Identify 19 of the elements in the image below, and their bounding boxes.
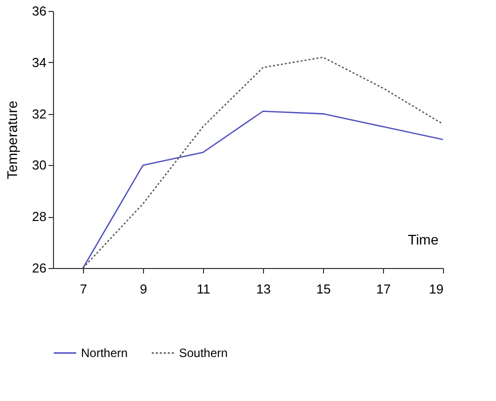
x-tick-label: 11 — [196, 282, 210, 296]
x-tick-label: 13 — [256, 282, 271, 296]
x-tick-label: 17 — [376, 282, 391, 296]
x-tick-label: 7 — [80, 282, 88, 296]
y-tick-label: 30 — [32, 158, 46, 173]
y-tick-label: 28 — [32, 209, 46, 224]
x-tick-label: 19 — [429, 282, 444, 296]
y-axis-title: Temperature — [4, 100, 20, 180]
y-tick-label: 26 — [32, 260, 46, 276]
legend-label: Northern — [81, 346, 128, 360]
x-axis-title: Time — [408, 232, 439, 248]
legend-label: Southern — [179, 346, 228, 360]
line-series — [82, 110, 443, 268]
y-tick-label: 32 — [32, 106, 46, 122]
y-tick-label: 34 — [32, 54, 46, 70]
line-series — [82, 56, 443, 268]
x-tick-label: 15 — [316, 282, 331, 296]
x-tick-label: 9 — [140, 282, 148, 296]
y-tick-label: 36 — [32, 4, 46, 18]
